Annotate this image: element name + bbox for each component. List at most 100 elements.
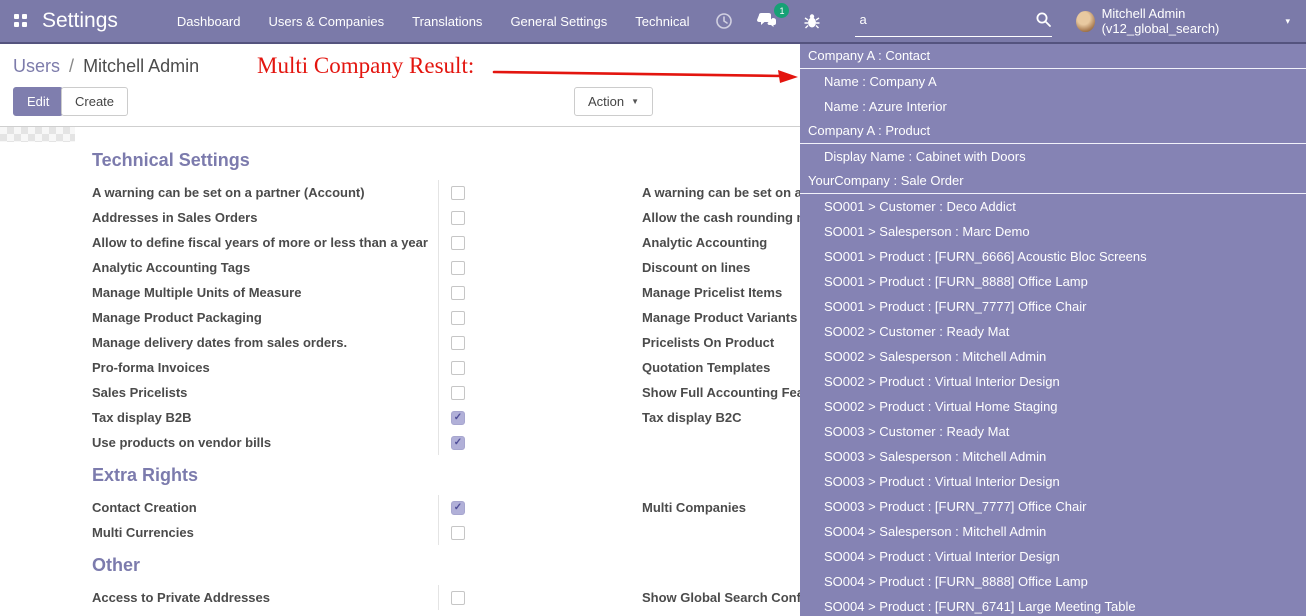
setting-checkbox[interactable] bbox=[451, 285, 465, 300]
setting-label: Manage Pricelist Items bbox=[642, 285, 783, 300]
search-result-item[interactable]: SO002 > Product : Virtual Home Staging bbox=[824, 399, 1058, 414]
setting-label: Contact Creation bbox=[92, 500, 197, 515]
checkbox-cell bbox=[438, 355, 498, 380]
search-result-item[interactable]: SO003 > Customer : Ready Mat bbox=[824, 424, 1010, 439]
action-dropdown-button[interactable]: Action ▼ bbox=[574, 87, 654, 116]
search-result-item[interactable]: Name : Azure Interior bbox=[824, 99, 947, 114]
setting-label: Analytic Accounting bbox=[642, 235, 768, 250]
setting-label: Addresses in Sales Orders bbox=[92, 210, 258, 225]
search-result-item[interactable]: SO003 > Product : [FURN_7777] Office Cha… bbox=[824, 499, 1087, 514]
setting-label: Tax display B2C bbox=[642, 410, 742, 425]
setting-label: Show Full Accounting Fea bbox=[642, 385, 805, 400]
search-result-item[interactable]: SO004 > Product : Virtual Interior Desig… bbox=[824, 549, 1060, 564]
checkbox-cell bbox=[438, 180, 498, 205]
search-result-item[interactable]: SO004 > Salesperson : Mitchell Admin bbox=[824, 524, 1047, 539]
transparency-artifact bbox=[0, 127, 75, 142]
setting-checkbox[interactable] bbox=[451, 385, 465, 400]
setting-checkbox[interactable]: ✓ bbox=[451, 410, 465, 425]
search-result-item[interactable]: Display Name : Cabinet with Doors bbox=[824, 149, 1026, 164]
checkbox-cell: ✓ bbox=[438, 430, 498, 455]
setting-checkbox[interactable] bbox=[451, 185, 465, 200]
setting-label: Sales Pricelists bbox=[92, 385, 188, 400]
settings-section: Technical Settings A warning can be set o… bbox=[92, 148, 1306, 455]
nav-menu-dashboard[interactable]: Dashboard bbox=[176, 13, 241, 29]
setting-checkbox[interactable] bbox=[451, 360, 465, 375]
setting-label: Allow the cash rounding m bbox=[642, 210, 809, 225]
annotation-arrow bbox=[492, 70, 798, 83]
section-title: Extra Rights bbox=[92, 465, 199, 485]
search-result-item[interactable]: SO001 > Product : [FURN_7777] Office Cha… bbox=[824, 299, 1087, 314]
setting-row: Analytic Accounting Tags Discount on line… bbox=[92, 255, 1306, 280]
search-result-item[interactable]: SO001 > Product : [FURN_8888] Office Lam… bbox=[824, 274, 1088, 289]
setting-label: Multi Currencies bbox=[92, 525, 194, 540]
search-result-item[interactable]: SO001 > Customer : Deco Addict bbox=[824, 199, 1016, 214]
search-result-item[interactable]: SO003 > Product : Virtual Interior Desig… bbox=[824, 474, 1060, 489]
breadcrumb-separator: / bbox=[69, 56, 75, 76]
setting-checkbox[interactable] bbox=[451, 235, 465, 250]
setting-checkbox[interactable]: ✓ bbox=[451, 435, 465, 450]
setting-row: Tax display B2B ✓ Tax display B2C bbox=[92, 405, 1306, 430]
global-search-input[interactable] bbox=[855, 12, 1036, 27]
create-button[interactable]: Create bbox=[61, 87, 129, 116]
breadcrumb-current: Mitchell Admin bbox=[83, 56, 200, 76]
messages-count-badge: 1 bbox=[774, 3, 790, 18]
checkbox-cell bbox=[438, 380, 498, 405]
search-result-item[interactable]: Name : Company A bbox=[824, 74, 937, 89]
chevron-down-icon: ▾ bbox=[1285, 15, 1290, 26]
checkbox-cell bbox=[438, 205, 498, 230]
setting-row: A warning can be set on a partner (Accou… bbox=[92, 180, 1306, 205]
breadcrumb-users-link[interactable]: Users bbox=[13, 56, 61, 76]
setting-checkbox[interactable] bbox=[451, 260, 465, 275]
search-result-group-header: Company A : Contact bbox=[800, 44, 1306, 69]
settings-section: Extra Rights Contact Creation ✓ Multi Compa… bbox=[92, 463, 1306, 545]
setting-checkbox[interactable] bbox=[451, 335, 465, 350]
setting-label: Pro-forma Invoices bbox=[92, 360, 210, 375]
setting-label: Multi Companies bbox=[642, 500, 747, 515]
setting-label: A warning can be set on a bbox=[642, 185, 802, 200]
annotation-text: Multi Company Result: bbox=[257, 53, 475, 78]
user-name: Mitchell Admin (v12_global_search) bbox=[1101, 6, 1220, 36]
setting-label: Manage Product Packaging bbox=[92, 310, 262, 325]
navbar-right: 1 Mitchell Admi bbox=[703, 3, 1306, 37]
setting-checkbox[interactable] bbox=[451, 590, 465, 605]
setting-label: Show Global Search Conf bbox=[642, 590, 801, 605]
setting-label: Allow to define fiscal years of more or … bbox=[92, 235, 428, 250]
search-result-item[interactable]: SO002 > Product : Virtual Interior Desig… bbox=[824, 374, 1060, 389]
checkbox-cell bbox=[438, 280, 498, 305]
activities-clock-icon[interactable] bbox=[703, 12, 745, 30]
search-result-item[interactable]: SO001 > Product : [FURN_6666] Acoustic B… bbox=[824, 249, 1147, 264]
section-title: Technical Settings bbox=[92, 150, 250, 170]
bug-icon[interactable] bbox=[791, 12, 833, 30]
search-result-item[interactable]: SO004 > Product : [FURN_6741] Large Meet… bbox=[824, 599, 1136, 614]
setting-row: Manage Product Packaging Manage Product V… bbox=[92, 305, 1306, 330]
setting-checkbox[interactable]: ✓ bbox=[451, 500, 465, 515]
chevron-down-icon: ▼ bbox=[631, 97, 640, 106]
edit-button[interactable]: Edit bbox=[13, 87, 64, 116]
setting-label: Analytic Accounting Tags bbox=[92, 260, 251, 275]
messages-icon[interactable]: 1 bbox=[745, 3, 791, 30]
search-result-item[interactable]: SO003 > Salesperson : Mitchell Admin bbox=[824, 449, 1047, 464]
checkbox-cell: ✓ bbox=[438, 405, 498, 430]
setting-row: Use products on vendor bills ✓ bbox=[92, 430, 1306, 455]
search-result-item[interactable]: SO002 > Salesperson : Mitchell Admin bbox=[824, 349, 1047, 364]
setting-checkbox[interactable] bbox=[451, 525, 465, 540]
setting-label: Discount on lines bbox=[642, 260, 751, 275]
setting-row: Sales Pricelists Show Full Accounting Fea bbox=[92, 380, 1306, 405]
nav-menu-technical[interactable]: Technical bbox=[635, 13, 690, 29]
app-title[interactable]: Settings bbox=[42, 9, 118, 32]
search-result-item[interactable]: SO004 > Product : [FURN_8888] Office Lam… bbox=[824, 574, 1088, 589]
user-menu[interactable]: Mitchell Admin (v12_global_search) ▾ bbox=[1076, 6, 1290, 36]
section-title: Other bbox=[92, 555, 141, 575]
search-result-item[interactable]: SO002 > Customer : Ready Mat bbox=[824, 324, 1010, 339]
nav-menu-translations[interactable]: Translations bbox=[412, 13, 483, 29]
setting-checkbox[interactable] bbox=[451, 210, 465, 225]
nav-menu-general-settings[interactable]: General Settings bbox=[510, 13, 608, 29]
nav-menu-users-companies[interactable]: Users & Companies bbox=[268, 13, 385, 29]
apps-grid-icon[interactable] bbox=[14, 14, 27, 28]
search-icon[interactable] bbox=[1035, 11, 1052, 28]
search-result-item[interactable]: SO001 > Salesperson : Marc Demo bbox=[824, 224, 1030, 239]
setting-row: Access to Private Addresses Show Global S… bbox=[92, 585, 1306, 610]
setting-label: Manage Product Variants bbox=[642, 310, 798, 325]
search-result-group-header: Company A : Product bbox=[800, 119, 1306, 144]
setting-checkbox[interactable] bbox=[451, 310, 465, 325]
